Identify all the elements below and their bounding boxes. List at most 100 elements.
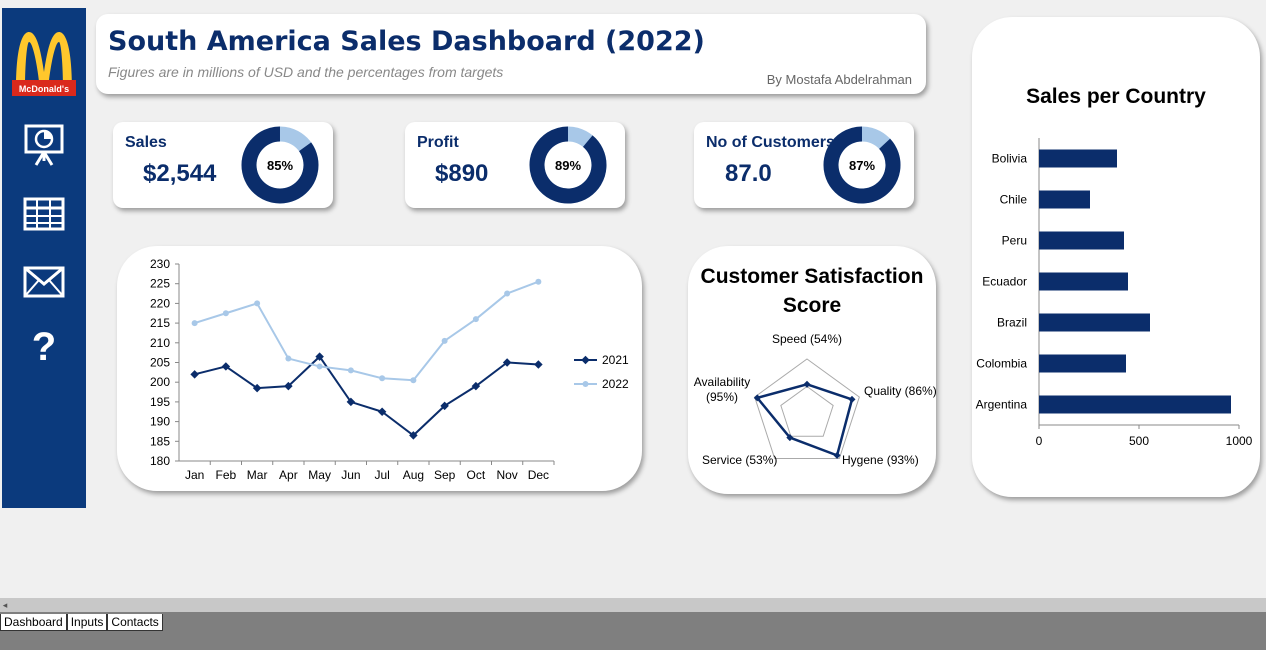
x-tick-label: Aug [403,468,424,482]
category-label: Colombia [976,357,1027,371]
data-point [502,358,512,367]
kpi-value: $890 [435,160,489,187]
y-tick-label: 200 [150,375,170,389]
y-tick-label: 220 [150,296,170,310]
category-label: Chile [1000,193,1028,207]
donut-percent-label: 87% [849,158,875,173]
data-point [190,370,199,379]
radar-grid [754,358,860,459]
tab-contacts[interactable]: Contacts [107,614,163,631]
donut-percent-label: 89% [555,158,581,173]
data-point [441,337,448,344]
category-label: Peru [1002,234,1027,248]
x-tick-label: Sep [434,468,456,482]
legend-marker [582,381,589,387]
kpi-donut: 87% [823,126,901,204]
x-tick-label: Nov [496,468,517,482]
y-tick-label: 180 [150,454,170,468]
y-tick-label: 185 [150,434,170,448]
title-card: South America Sales Dashboard (2022) Fig… [96,14,926,94]
data-point [377,407,387,416]
y-tick-label: 215 [150,316,170,330]
x-tick-label: May [308,468,331,482]
bar-chart-title: Sales per Country [1026,85,1206,108]
x-tick-label: Apr [279,468,298,482]
bar [1039,190,1090,209]
bar [1039,395,1231,414]
x-tick-label: 0 [1036,434,1043,448]
kpi-value: 87.0 [725,160,772,187]
legend-marker [581,355,590,365]
data-point [222,310,229,317]
data-point [410,377,417,384]
category-label: Brazil [997,316,1027,330]
data-point [534,360,543,369]
radar-axis-label: Speed (54%) [772,332,842,346]
help-question-icon[interactable]: ? [22,322,66,366]
y-tick-label: 230 [150,257,170,271]
data-point [191,320,198,327]
kpi-donut: 85% [241,126,319,204]
data-point [254,300,261,307]
kpi-label: Profit [417,134,459,151]
data-point [252,383,262,393]
radar-axis-label: Service (53%) [702,453,777,467]
category-label: Ecuador [982,275,1027,289]
data-point [316,363,323,370]
x-tick-label: Jun [341,468,360,482]
x-tick-label: Jul [374,468,389,482]
svg-text:?: ? [32,325,56,366]
table-grid-icon[interactable] [22,192,66,236]
donut-percent-label: 85% [267,158,293,173]
scroll-left-icon[interactable]: ◂ [2,600,8,610]
radar-grid [780,385,834,437]
author-credit: By Mostafa Abdelrahman [766,72,912,87]
x-tick-label: 500 [1129,434,1149,448]
y-tick-label: 190 [150,415,170,429]
data-point [535,278,542,285]
data-point [504,290,511,297]
bar-chart: Bolivia Chile Peru Ecuador Brazil Colombia Arg… [976,138,1253,448]
y-tick-label: 205 [150,356,170,370]
tab-inputs[interactable]: Inputs [66,614,108,631]
data-point [409,431,418,440]
tab-dashboard[interactable]: Dashboard [0,614,67,631]
data-point [284,381,293,391]
data-point [440,401,449,411]
line-chart-card: 180 185 190 195 200 205 210 215 220 225 230 Jan Feb M… [117,246,642,491]
data-point [285,355,292,362]
horizontal-scrollbar[interactable] [0,598,1266,612]
kpi-donut: 89% [529,126,607,204]
kpi-label: No of Customers [706,134,835,151]
data-point [315,352,324,361]
radar-axis-label: Hygene (93%) [842,453,919,467]
radar-point [803,380,811,388]
radar-chart-title: Customer Satisfaction Score [700,265,924,317]
bar [1039,149,1117,168]
mail-envelope-icon[interactable] [22,260,66,304]
bar [1039,354,1126,373]
category-label: Argentina [976,398,1028,412]
radar-axis-label: Quality (86%) [864,384,936,398]
x-tick-label: Oct [467,468,486,482]
data-point [379,375,386,382]
radar-series [755,382,854,458]
svg-text:McDonald's: McDonald's [19,84,69,94]
radar-chart: Speed (54%) Quality (86%) Hygene (93%) Serv… [694,332,936,467]
x-tick-label: Feb [216,468,237,482]
bar-chart-card: Sales per Country Bolivia Chile Peru Ecuado… [972,17,1260,497]
legend-label: 2021 [602,353,629,367]
sheet-tabs: Dashboard Inputs Contacts [0,614,163,631]
kpi-card-sales: Sales $2,544 85% [113,122,333,208]
x-tick-label: Dec [528,468,549,482]
x-tick-label: 1000 [1226,434,1253,448]
bar [1039,231,1124,250]
y-tick-label: 210 [150,336,170,350]
donut-value-arc [529,126,607,204]
kpi-card-profit: Profit $890 89% [405,122,625,208]
legend-label: 2022 [602,377,629,391]
mcdonalds-logo: McDonald's [12,32,76,96]
page-subtitle: Figures are in millions of USD and the p… [108,64,504,80]
presentation-chart-icon[interactable] [22,123,66,167]
donut-value-arc [823,126,901,204]
